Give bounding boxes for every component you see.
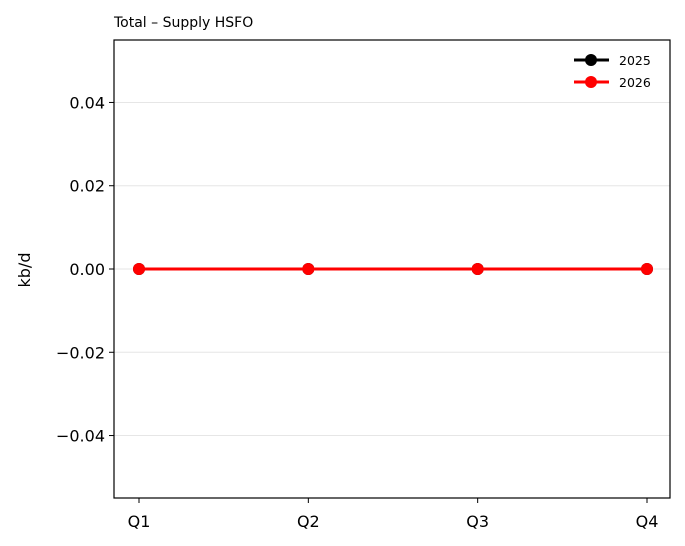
plot-frame (113, 39, 671, 499)
x-tick-label: Q1 (128, 512, 151, 531)
y-axis-ticks: −0.04 −0.02 0.00 0.02 0.04 (56, 93, 114, 446)
x-tick-label: Q2 (297, 512, 320, 531)
legend-marker-2025 (585, 54, 597, 66)
series-layer (133, 263, 653, 275)
x-tick-label: Q4 (636, 512, 659, 531)
chart-title: Total – Supply HSFO (113, 15, 253, 31)
data-point-2026 (471, 263, 484, 275)
x-axis-ticks: Q1 Q2 Q3 Q4 (128, 498, 659, 531)
legend-marker-2026 (585, 76, 597, 88)
y-tick-label: 0.04 (69, 93, 105, 112)
legend-label-2026: 2026 (619, 75, 651, 90)
data-point-2026 (641, 263, 653, 275)
y-axis-label: kb/d (15, 253, 34, 288)
y-tick-label: 0.00 (69, 260, 105, 279)
legend: 2025 2026 (574, 53, 651, 90)
y-tick-label: −0.02 (56, 343, 105, 362)
y-tick-label: 0.02 (69, 177, 105, 196)
x-tick-label: Q3 (466, 512, 489, 531)
data-point-2026 (302, 263, 315, 275)
y-tick-label: −0.04 (56, 427, 105, 446)
legend-label-2025: 2025 (619, 53, 651, 68)
data-point-2026 (133, 263, 145, 275)
